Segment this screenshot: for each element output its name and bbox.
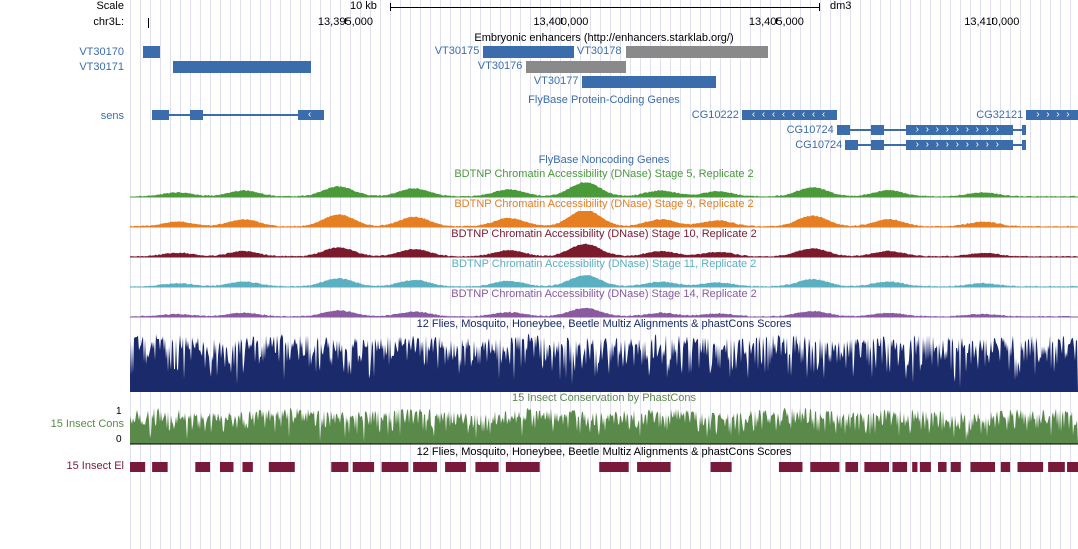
gene-exon-CG10724[interactable]	[845, 140, 858, 150]
ruler-tick-label: 13,395,000	[318, 16, 373, 28]
axis-min: 0	[116, 434, 122, 445]
enhancer-label-VT30175: VT30175	[435, 45, 484, 57]
scale-label: Scale	[0, 0, 128, 12]
enhancer-VT30171[interactable]	[173, 61, 311, 73]
multiz-track	[130, 332, 1078, 392]
enhancer-label-VT30177: VT30177	[534, 75, 583, 87]
enhancer-label-VT30178: VT30178	[577, 45, 626, 57]
enhancers-track[interactable]: VT30175 VT30178 VT30176 VT30177	[130, 46, 1078, 94]
scale-bar	[390, 7, 820, 8]
ruler-tick-label: 13,410,000	[964, 16, 1019, 28]
gene-exon-CG32121[interactable]	[1026, 110, 1078, 120]
gene-exon-CG10724[interactable]	[1022, 140, 1026, 150]
scale-text: 10 kb	[350, 0, 377, 12]
dnase-title-1: BDTNP Chromatin Accessibility (DNase) St…	[454, 198, 753, 210]
gene-exon-CG10724[interactable]	[837, 125, 850, 135]
coding-track-title: FlyBase Protein-Coding Genes	[528, 94, 680, 106]
enhancers-track-title: Embryonic enhancers (http://enhancers.st…	[474, 32, 733, 44]
ruler-tick-label: 13,400,000	[533, 16, 588, 28]
gene-label-CG10724: CG10724	[795, 139, 842, 151]
enhancer-VT30170[interactable]	[143, 46, 160, 58]
gene-label-CG10724: CG10724	[787, 124, 834, 136]
phastcons-track	[130, 406, 1078, 446]
dnase-title-0: BDTNP Chromatin Accessibility (DNase) St…	[454, 168, 753, 180]
position-ruler: 13,395,000 13,400,000 13,405,000 13,410,000	[130, 16, 1078, 32]
ruler-tick-label: 13,405,000	[749, 16, 804, 28]
dnase-title-4: BDTNP Chromatin Accessibility (DNase) St…	[451, 288, 756, 300]
dnase-title-2: BDTNP Chromatin Accessibility (DNase) St…	[451, 228, 756, 240]
multiz2-track-title: 12 Flies, Mosquito, Honeybee, Beetle Mul…	[417, 446, 792, 458]
gene-exon-CG10724[interactable]	[871, 140, 884, 150]
dnase-track-3	[130, 270, 1078, 288]
gene-exon-CG10724[interactable]	[871, 125, 884, 135]
el-side-label: 15 Insect El	[0, 460, 128, 472]
enhancer-VT30175[interactable]	[483, 46, 573, 58]
gene-exon-sens[interactable]	[152, 110, 169, 120]
dnase-track-1	[130, 210, 1078, 228]
enhancer-label-VT30176: VT30176	[478, 60, 527, 72]
chrom-label: chr3L:	[0, 16, 128, 28]
dnase-track-0	[130, 180, 1078, 198]
multiz-track-title: 12 Flies, Mosquito, Honeybee, Beetle Mul…	[417, 318, 792, 330]
enhancer-VT30178[interactable]	[626, 46, 768, 58]
cons-side-label: 15 Insect Cons	[0, 418, 128, 430]
enhancer-VT30177[interactable]	[582, 76, 716, 88]
noncoding-track-title: FlyBase Noncoding Genes	[539, 154, 670, 166]
axis-max: 1	[116, 406, 122, 417]
gene-label-CG32121: CG32121	[976, 109, 1023, 121]
dnase-track-4	[130, 300, 1078, 318]
gene-exon-CG10724[interactable]	[1022, 125, 1026, 135]
phastcons-track-title: 15 Insect Conservation by PhastCons	[512, 392, 696, 404]
gene-exon-sens[interactable]	[190, 110, 203, 120]
enhancer-VT30176[interactable]	[526, 61, 625, 73]
dnase-title-3: BDTNP Chromatin Accessibility (DNase) St…	[452, 258, 757, 270]
gene-label-CG10222: CG10222	[692, 109, 739, 121]
elements-track	[130, 460, 1078, 474]
assembly-label: dm3	[830, 0, 851, 12]
dnase-track-2	[130, 240, 1078, 258]
genes-track[interactable]: ‹‹‹‹‹‹‹‹‹CG10222››››CG32121›››››››››CG10…	[130, 108, 1078, 154]
